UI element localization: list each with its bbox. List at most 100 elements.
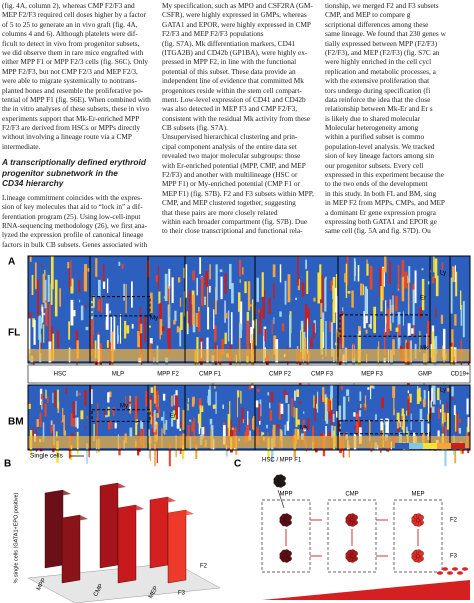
heatmap-cell bbox=[242, 267, 244, 275]
heatmap-cell bbox=[70, 413, 74, 427]
heatmap-cell bbox=[433, 256, 435, 273]
heatmap-cell bbox=[29, 256, 32, 262]
heatmap-cell bbox=[154, 409, 156, 432]
heatmap-cell bbox=[389, 299, 392, 329]
heatmap-cell bbox=[345, 263, 348, 299]
heatmap-cell bbox=[384, 419, 387, 425]
heatmap-cell bbox=[332, 413, 335, 423]
heatmap-cell bbox=[192, 294, 196, 326]
heatmap-cell bbox=[71, 413, 75, 427]
heatmap-cell bbox=[302, 419, 305, 432]
red-cell bbox=[462, 567, 468, 571]
text-line: the in vitro analyses of these subsets, … bbox=[2, 104, 150, 114]
heatmap-cell bbox=[163, 411, 165, 434]
bar-3d bbox=[149, 496, 169, 569]
fraction-label: F3 bbox=[178, 591, 186, 597]
text-line: is likely due to shared molecular bbox=[325, 113, 421, 123]
cell bbox=[352, 514, 358, 521]
text-line: Lineage commitment coincides with the ex… bbox=[2, 192, 143, 202]
heatmap-cell bbox=[104, 410, 106, 418]
heatmap-cell bbox=[438, 407, 440, 419]
fraction-label: F2 bbox=[450, 518, 458, 524]
heatmap-cell bbox=[422, 399, 426, 408]
heatmap-cell bbox=[276, 424, 280, 429]
heatmap-cell bbox=[241, 408, 244, 424]
heatmap-cell bbox=[70, 260, 72, 287]
heatmap-cell bbox=[256, 388, 260, 393]
heatmap-cell bbox=[453, 405, 456, 415]
heatmap-cell bbox=[123, 283, 125, 301]
heatmap-cell bbox=[293, 406, 295, 418]
heatmap-cell bbox=[204, 296, 206, 306]
heatmap-cell bbox=[363, 311, 366, 329]
heatmap-cell bbox=[338, 405, 342, 430]
heatmap-cell bbox=[51, 327, 54, 358]
heatmap-cell bbox=[454, 444, 457, 464]
heatmap-cell bbox=[162, 393, 166, 401]
heatmap-cell bbox=[164, 273, 168, 302]
heatmap-cell bbox=[52, 333, 55, 361]
heatmap-cell bbox=[165, 420, 168, 430]
heatmap-cell bbox=[285, 395, 288, 403]
heatmap-cell bbox=[281, 323, 285, 332]
heatmap-cell bbox=[158, 291, 161, 304]
heatmap-cell bbox=[107, 420, 111, 430]
group-label: MEP bbox=[411, 492, 424, 498]
heatmap-cell bbox=[335, 411, 339, 418]
heatmap-cell bbox=[199, 405, 202, 429]
heatmap-cell bbox=[39, 334, 42, 363]
text-line: CSFR), were highly expressed in GMPs, wh… bbox=[162, 10, 307, 20]
text-line: sion of key molecules that aid to “lock … bbox=[2, 202, 143, 212]
heatmap-cell bbox=[188, 291, 192, 327]
heatmap-cell bbox=[108, 391, 112, 398]
heatmap-cell bbox=[33, 320, 36, 345]
text-line: (F2/F3), and MEP (F2/F3) (fig. S7C an bbox=[325, 47, 440, 57]
heatmap-cell bbox=[444, 426, 447, 445]
red-cell bbox=[447, 571, 453, 575]
heatmap-cell bbox=[69, 445, 73, 460]
heatmap-cell bbox=[90, 319, 94, 356]
text-line: with the extensive proliferation that bbox=[325, 76, 430, 86]
heatmap-cell bbox=[53, 424, 55, 446]
heatmap-cell bbox=[100, 297, 103, 313]
heatmap-cell bbox=[251, 299, 254, 334]
heatmap-cell bbox=[219, 349, 222, 378]
heatmap-cell bbox=[398, 324, 401, 338]
bar-3d-top bbox=[62, 515, 88, 522]
heatmap-cell bbox=[383, 328, 386, 356]
middle-column: My specification, such as MPO and CSF2RA… bbox=[162, 1, 315, 236]
heatmap-cell bbox=[294, 390, 296, 401]
heatmap-cell bbox=[366, 263, 369, 276]
heatmap-cell bbox=[454, 314, 457, 326]
heatmap-cell bbox=[111, 409, 114, 412]
heatmap-cell bbox=[251, 418, 254, 430]
heatmap-cell bbox=[332, 277, 336, 308]
heatmap-cell bbox=[224, 273, 227, 294]
heatmap-cell bbox=[209, 264, 211, 280]
text-line: ferentiation program (25). Using low-cel… bbox=[2, 211, 141, 221]
heatmap-cell bbox=[255, 400, 259, 408]
heatmap-cell bbox=[149, 399, 152, 420]
heatmap-cell bbox=[335, 274, 338, 299]
heatmap-cell bbox=[105, 303, 109, 330]
heatmap-cell bbox=[80, 305, 84, 321]
heatmap-cell bbox=[315, 403, 318, 409]
heatmap-cell bbox=[303, 427, 307, 432]
text-line: CMP, and MEP to compare g bbox=[325, 10, 411, 20]
heatmap-cell bbox=[159, 303, 163, 320]
column-label: MPP F2 bbox=[157, 372, 179, 378]
red-cell bbox=[442, 567, 448, 571]
heatmap-cell bbox=[462, 301, 465, 338]
bar-3d bbox=[167, 509, 187, 584]
heatmap-cell bbox=[317, 272, 320, 304]
heatmap-cell bbox=[440, 314, 444, 324]
text-line: tially expressed between MPP (F2/F3) bbox=[325, 38, 438, 48]
heatmap-cell bbox=[334, 287, 337, 313]
column-label: GMP bbox=[418, 372, 432, 378]
heatmap-cell bbox=[310, 337, 313, 348]
colorbar bbox=[423, 443, 437, 449]
heatmap-cell bbox=[307, 418, 310, 430]
heatmap-cell bbox=[125, 284, 127, 314]
heatmap-cell bbox=[107, 392, 110, 403]
heatmap-cell bbox=[192, 270, 195, 281]
